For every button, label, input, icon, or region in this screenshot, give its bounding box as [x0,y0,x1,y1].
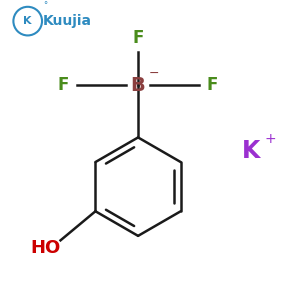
Text: K: K [242,139,261,163]
Text: B: B [131,76,146,95]
Text: Kuujia: Kuujia [43,14,92,28]
Text: HO: HO [31,239,61,257]
Text: F: F [58,76,69,94]
Text: −: − [148,68,159,80]
Text: K: K [23,16,32,26]
Text: °: ° [44,1,48,10]
Text: +: + [264,132,276,146]
Text: F: F [132,28,144,46]
Text: F: F [207,76,218,94]
